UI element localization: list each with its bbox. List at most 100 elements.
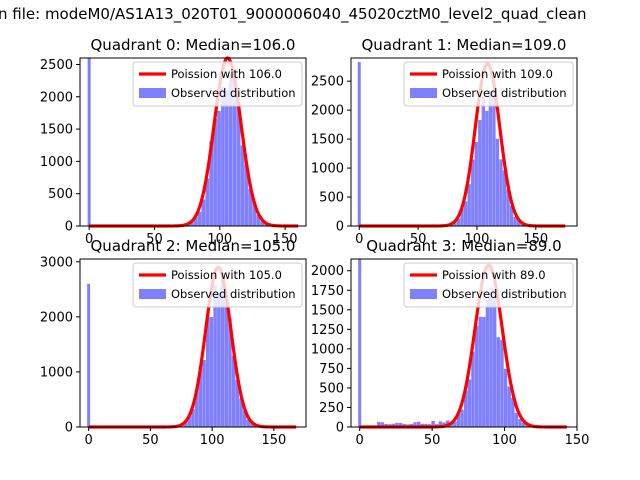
legend-bar-swatch (139, 88, 166, 98)
histogram-bar (231, 355, 236, 427)
histogram-bar (194, 391, 199, 427)
histogram-bar (395, 422, 399, 427)
histogram-bar (209, 317, 214, 427)
histogram-bar (521, 422, 526, 427)
histogram-bar (478, 119, 482, 226)
histogram-bar (482, 316, 486, 427)
histogram-bar (420, 423, 424, 427)
legend-bar-swatch (139, 289, 166, 299)
histogram-bar (202, 360, 206, 427)
histogram-bar (235, 379, 240, 427)
legend-box (403, 61, 574, 107)
histogram-bar (516, 220, 521, 226)
y-tick-label: 500 (319, 381, 344, 396)
x-tick-label: 150 (565, 433, 590, 448)
legend-fit-label: Poission with 106.0 (171, 67, 282, 81)
x-tick-label: 100 (492, 433, 517, 448)
histogram-bar (464, 201, 468, 226)
histogram-bar (489, 287, 493, 427)
histogram-bar (398, 422, 403, 427)
x-tick-label: 150 (273, 232, 298, 247)
axes-title: Quadrant 0: Median=106.0 (91, 36, 296, 54)
histogram-bar (220, 272, 225, 427)
histogram-bar (240, 145, 245, 226)
y-tick-label: 2000 (40, 310, 73, 325)
x-tick-label: 100 (200, 433, 225, 448)
histogram-bar (209, 140, 214, 226)
y-tick-label: 1000 (311, 342, 344, 357)
y-tick-label: 2000 (311, 104, 344, 119)
x-tick-label: 100 (207, 232, 232, 247)
y-tick-label: 2000 (40, 90, 73, 105)
histogram-bar (492, 91, 496, 226)
y-tick-label: 2500 (40, 58, 73, 73)
histogram-bar (183, 420, 188, 427)
histogram-bar (496, 337, 501, 427)
histogram-bar (191, 409, 195, 427)
legend-box (132, 262, 303, 308)
histogram-bar (471, 351, 475, 427)
x-tick-label: 0 (355, 232, 363, 247)
histogram-bar (228, 74, 233, 226)
y-tick-label: 0 (336, 421, 344, 436)
axes-frame (350, 57, 578, 227)
legend-hist-label: Observed distribution (442, 86, 567, 100)
histogram-bar (460, 207, 464, 226)
histogram-bar (481, 96, 485, 226)
histogram-bar (502, 170, 507, 226)
x-tick-label: 0 (356, 433, 364, 448)
y-tick-label: 1000 (40, 155, 73, 170)
legend: Poission with 109.0 Observed distribution (403, 61, 574, 107)
legend-box (403, 262, 574, 308)
axes-frame (350, 258, 578, 428)
histogram-bar (500, 339, 504, 427)
histogram-bar (357, 62, 361, 226)
legend-bar-swatch (410, 88, 437, 98)
histogram-bar (499, 159, 503, 226)
histogram-bar (246, 419, 251, 427)
legend-bar-swatch (410, 289, 437, 299)
y-tick-label: 1500 (311, 303, 344, 318)
histogram-bar (456, 413, 461, 427)
histogram-bar (248, 188, 253, 226)
y-tick-label: 2000 (311, 264, 344, 279)
histogram-bar (474, 325, 479, 427)
histogram-bar (478, 316, 482, 427)
figure-suptitle: n file: modeM0/AS1A13_020T01_9000006040_… (0, 5, 587, 23)
histogram-bar (509, 205, 514, 226)
histogram-bar (236, 102, 241, 226)
histogram-bar (243, 410, 247, 427)
histogram-bar (511, 397, 515, 427)
histogram-bar (250, 422, 254, 427)
legend-fit-label: Poission with 109.0 (442, 67, 553, 81)
histogram-bar (488, 90, 493, 227)
histogram-bar (358, 259, 362, 427)
legend-fit-label: Poission with 89.0 (442, 268, 546, 282)
histogram-bar (507, 386, 511, 427)
histogram-bar (416, 421, 421, 427)
x-tick-label: 50 (424, 433, 441, 448)
y-tick-label: 1750 (311, 284, 344, 299)
axes-title: Quadrant 2: Median=105.0 (91, 237, 296, 255)
histogram-bar (228, 317, 232, 427)
axes-frame (79, 57, 307, 227)
histogram-bar (495, 138, 500, 226)
legend-fit-label: Poission with 105.0 (171, 268, 282, 282)
histogram-bar (438, 421, 443, 427)
histogram-bar (244, 164, 249, 226)
legend-hist-label: Observed distribution (442, 287, 567, 301)
y-tick-label: 750 (319, 362, 344, 377)
histogram-bar (87, 58, 91, 226)
axes-title: Quadrant 1: Median=109.0 (362, 36, 567, 54)
y-tick-label: 1000 (40, 365, 73, 380)
y-tick-label: 250 (319, 401, 344, 416)
histogram-bar (460, 409, 464, 427)
histogram-bar (456, 218, 461, 226)
y-tick-label: 1500 (311, 133, 344, 148)
x-tick-label: 50 (146, 232, 163, 247)
histogram-bar (431, 420, 435, 427)
y-tick-label: 3000 (40, 255, 73, 270)
